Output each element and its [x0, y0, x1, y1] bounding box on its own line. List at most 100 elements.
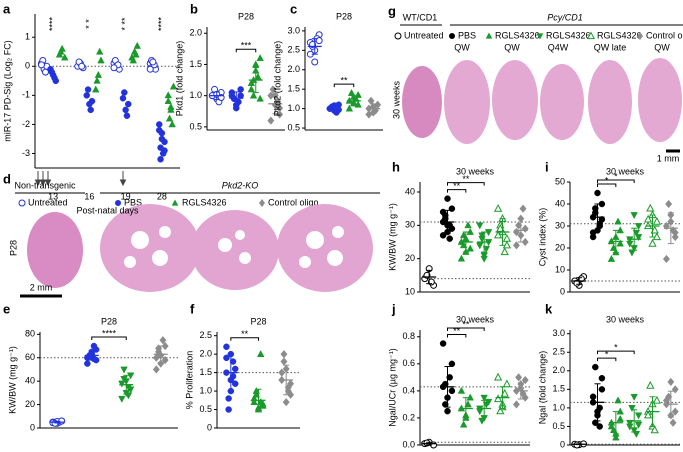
significance-bracket: [447, 189, 467, 193]
legend-marker: [449, 33, 455, 39]
significance-label: *: [614, 342, 618, 352]
legend-marker: [485, 32, 493, 39]
data-point: [646, 203, 655, 212]
data-point: [650, 425, 659, 434]
data-point: [157, 156, 164, 163]
data-point: [650, 225, 659, 234]
significance-label: * **: [120, 17, 130, 31]
dosing-label: QW: [504, 42, 520, 52]
y-tick-label: 40: [555, 198, 565, 208]
legend-label: RGLS4326: [597, 30, 642, 40]
data-point: [280, 349, 288, 359]
data-point: [614, 396, 622, 404]
panel-label: g: [388, 3, 396, 18]
data-point: [123, 112, 131, 119]
data-point: [632, 431, 641, 439]
y-tick-label: 0: [560, 286, 565, 296]
data-point: [231, 380, 239, 387]
data-point: [589, 229, 597, 236]
y-axis-title: Pkd1 (fold change): [174, 41, 184, 117]
data-point: [345, 104, 354, 112]
data-point: [94, 70, 103, 78]
scale-bar-label: 1 mm: [657, 153, 680, 163]
data-point: [439, 340, 447, 347]
data-point: [256, 398, 265, 406]
data-point: [482, 245, 491, 253]
y-tick-label: 1.0: [552, 402, 565, 412]
data-point: [37, 61, 45, 69]
data-point: [367, 96, 375, 106]
data-point: [648, 238, 657, 247]
data-point: [512, 241, 520, 250]
y-axis-title: % Proliferation: [184, 351, 194, 410]
y-tick-label: 0.8: [402, 331, 415, 341]
y-axis-title: Pkd2 (fold change): [272, 41, 282, 117]
data-point: [122, 106, 129, 114]
legend-marker: [394, 32, 402, 40]
data-point: [129, 56, 138, 64]
data-point: [669, 418, 677, 427]
kidney-image: [444, 60, 490, 144]
data-point: [118, 395, 126, 403]
significance-label: ****: [102, 328, 117, 338]
y-tick-label: 3.0: [552, 328, 565, 338]
data-point: [592, 363, 599, 371]
kidney-image: [191, 210, 279, 290]
data-point: [598, 386, 606, 393]
significance-bracket: [447, 334, 467, 338]
data-point: [630, 212, 638, 220]
panel-label: b: [190, 1, 198, 16]
data-point: [278, 368, 286, 377]
significance-label: ****: [156, 17, 166, 32]
significance-label: **: [453, 181, 461, 191]
data-point: [521, 237, 529, 247]
data-point: [118, 380, 126, 388]
data-point: [119, 95, 127, 102]
data-point: [120, 366, 128, 374]
legend-marker: [18, 199, 26, 207]
y-tick-label: 1.5: [287, 84, 300, 94]
y-tick-label: 1.0: [199, 385, 212, 395]
data-point: [628, 405, 636, 413]
data-point: [478, 417, 486, 425]
data-point: [92, 346, 100, 353]
kidney-image: [638, 58, 682, 142]
data-point: [41, 68, 49, 76]
y-tick-label: 0.4: [402, 385, 415, 395]
significance-label: *: [605, 349, 609, 359]
legend-label: RGLS4326: [495, 30, 540, 40]
data-point: [61, 53, 69, 61]
data-point: [87, 106, 94, 114]
dosing-label: QW late: [594, 42, 627, 52]
legend-label: RGLS4326: [546, 30, 591, 40]
y-axis-title: Cyst index (%): [537, 208, 547, 267]
data-point: [444, 407, 451, 415]
data-point: [158, 135, 166, 143]
significance-bracket: [597, 350, 635, 355]
significance-bracket: [235, 48, 257, 53]
data-point: [161, 147, 168, 154]
data-point: [596, 423, 603, 430]
data-point: [282, 397, 290, 407]
y-tick-label: 0.2: [402, 412, 415, 422]
panel-g: WT/CD1 Pcy/CD1 Untreated PBS RGLS4326 RG…: [391, 12, 683, 163]
legend-marker: [586, 31, 596, 40]
data-point: [83, 92, 90, 99]
dosing-label: Q4W: [548, 42, 569, 52]
y-tick-label: 50: [555, 176, 565, 186]
y-tick-label: 2.5: [552, 347, 565, 357]
y-tick-label: 20: [405, 253, 415, 263]
legend-marker: [171, 199, 179, 206]
data-point: [167, 102, 175, 110]
y-tick-label: 0: [30, 422, 35, 432]
significance-bracket: [447, 182, 485, 186]
legend-label: Untreated: [404, 30, 444, 40]
data-point: [512, 400, 520, 409]
data-point: [594, 189, 601, 197]
panel-label: c: [290, 1, 297, 16]
data-point: [459, 241, 468, 249]
y-tick-label: -3: [22, 148, 30, 158]
data-point: [149, 58, 157, 66]
y-tick-label: 0.6: [402, 358, 415, 368]
row-label: 30 weeks: [391, 80, 401, 119]
